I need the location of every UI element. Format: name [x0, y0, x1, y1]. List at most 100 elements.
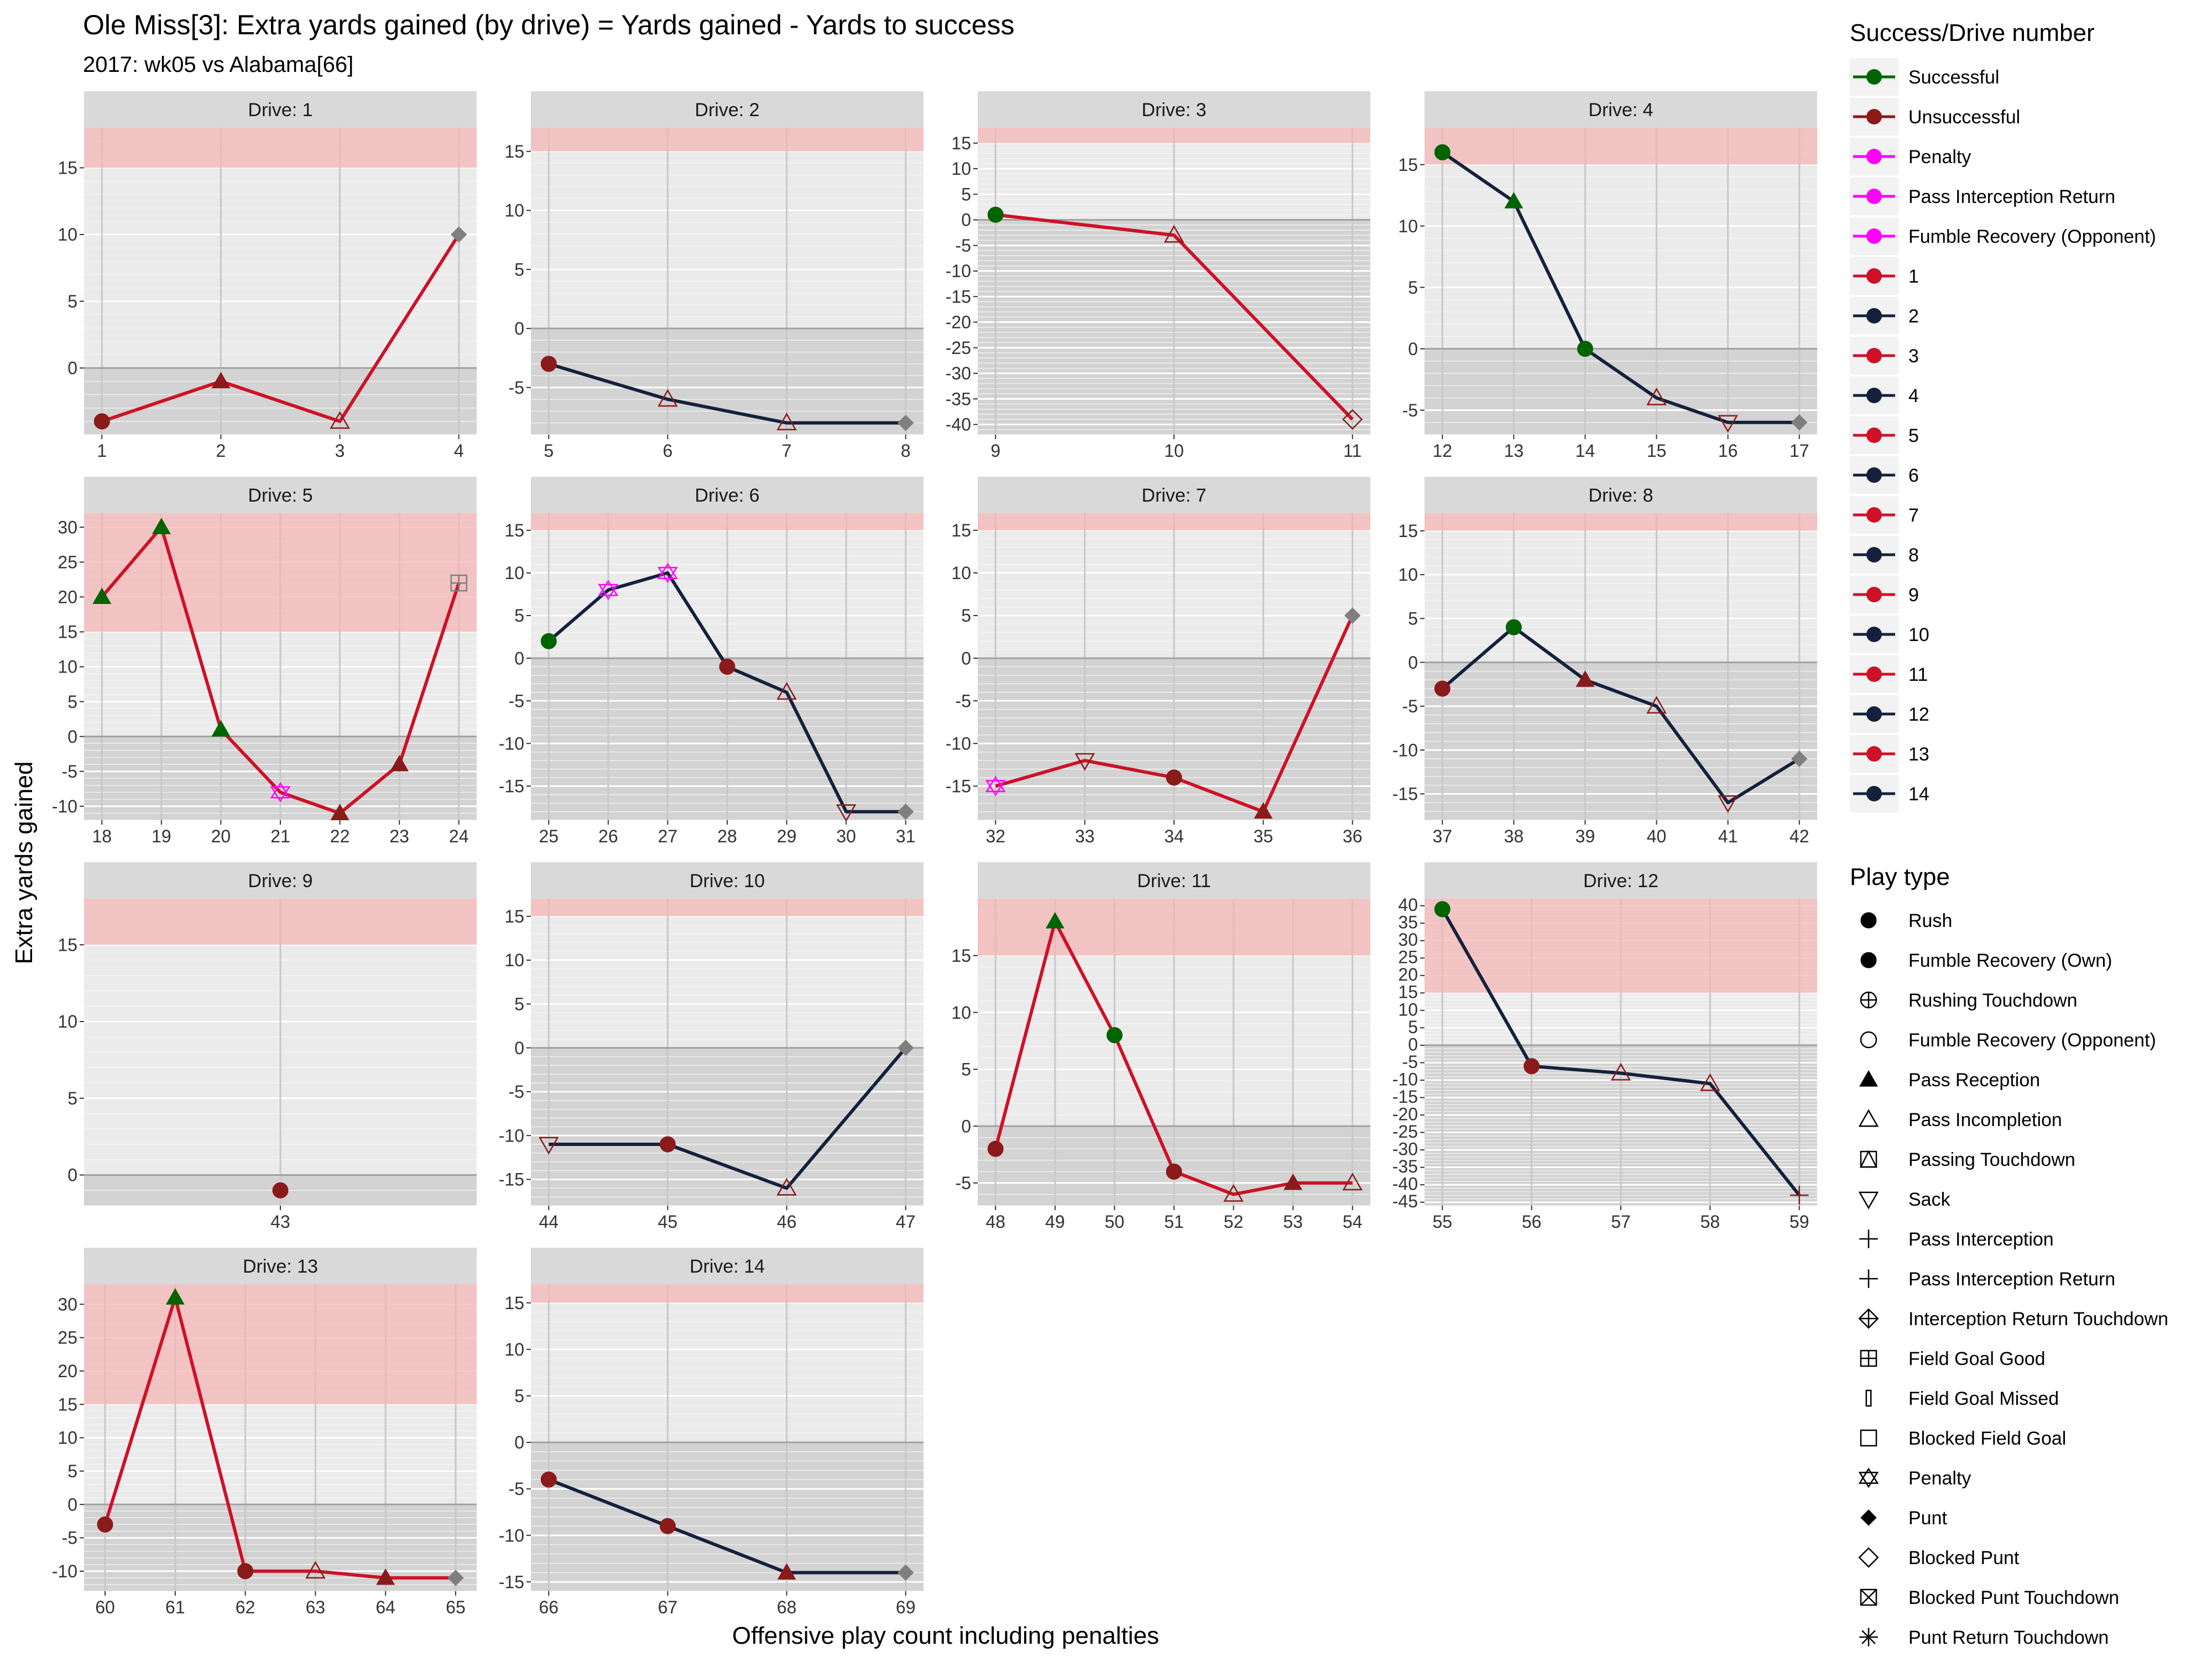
- y-tick-label: -5: [62, 762, 77, 781]
- y-tick-label: 5: [514, 994, 524, 1014]
- data-point-play-60: [97, 1516, 113, 1533]
- data-point-play-50: [1106, 1027, 1123, 1044]
- data-point-play-8: [898, 414, 914, 431]
- x-tick-label: 40: [1647, 826, 1667, 846]
- y-tick-label: 5: [1408, 608, 1418, 628]
- legend-key-point: [1866, 308, 1882, 324]
- y-tick-label: 0: [514, 319, 524, 338]
- success-band: [531, 128, 924, 152]
- y-tick-label: -45: [1392, 1191, 1418, 1211]
- y-tick-label: 0: [514, 1038, 524, 1058]
- legend-play-item: Field Goal Missed: [1865, 1388, 2059, 1409]
- success-band: [84, 128, 477, 168]
- data-point-play-22: [330, 804, 349, 820]
- y-tick-label: -10: [52, 796, 77, 816]
- y-tick-label: 10: [58, 225, 77, 244]
- plot-area: [84, 899, 477, 1206]
- x-tick-label: 21: [270, 826, 290, 846]
- x-tick-label: 15: [1647, 441, 1667, 461]
- y-tick-label: 10: [58, 1012, 77, 1031]
- y-tick-label: 10: [1398, 565, 1418, 585]
- legend-play-icon-triangle: [1859, 1070, 1878, 1087]
- y-tick-label: 5: [514, 606, 524, 626]
- legend-key-point: [1866, 627, 1882, 642]
- x-tick-label: 43: [270, 1212, 290, 1232]
- facet-panel-drive-4: Drive: 4 -5 0 5 10 15 12 13 14 15 16 17: [1398, 91, 1817, 461]
- legend-play-icon-triangleopen: [1858, 1109, 1879, 1127]
- legend-play-item: Penalty: [1858, 1467, 1971, 1489]
- legend-play-item: Field Goal Good: [1860, 1348, 2046, 1369]
- legend-success-label: 12: [1908, 704, 1929, 725]
- facet-panel-drive-14: Drive: 14 -15 -10 -5 0 5 10 15 66 67 68 69: [499, 1248, 924, 1617]
- facet-panel-drive-13: Drive: 13 -10 -5 0 5 10 15 20 25 30 60 61 62 63 64 65: [52, 1248, 477, 1617]
- y-tick-label: 25: [58, 1328, 77, 1348]
- data-point-play-20: [211, 720, 231, 737]
- legend-play-icon-triangledown: [1858, 1191, 1879, 1210]
- success-band: [531, 513, 924, 530]
- legend-play-item: Pass Reception: [1859, 1070, 2040, 1091]
- y-tick-label: 10: [58, 657, 77, 677]
- legend-key-point: [1866, 467, 1882, 483]
- legend-play-item: Passing Touchdown: [1859, 1149, 2075, 1170]
- y-tick-label: 10: [1398, 999, 1418, 1019]
- data-point-play-23: [390, 754, 409, 772]
- y-tick-label: -15: [946, 777, 971, 796]
- legend-play-item: Blocked Punt: [1858, 1547, 2020, 1569]
- y-tick-label: -25: [946, 338, 971, 358]
- legend-key-point: [1866, 666, 1882, 682]
- facet-panel-drive-11: Drive: 11 -5 0 5 10 15 48 49 50 51 52 53 54: [951, 862, 1370, 1232]
- data-point-play-59: [1790, 1186, 1809, 1205]
- legend-key-point: [1866, 428, 1882, 443]
- x-tick-label: 12: [1432, 441, 1452, 461]
- y-tick-label: -5: [509, 1082, 524, 1102]
- y-tick-label: 15: [1398, 521, 1418, 541]
- data-point-play-30: [836, 804, 857, 820]
- x-tick-label: 13: [1504, 441, 1524, 461]
- success-band: [978, 513, 1370, 530]
- legend-key-point: [1866, 149, 1882, 164]
- data-point-play-61: [165, 1288, 185, 1305]
- legend-success-item: 10: [1850, 616, 1929, 653]
- y-tick-label: 0: [961, 210, 971, 230]
- legend-success-item: 13: [1850, 735, 1929, 773]
- data-point-play-38: [1505, 619, 1522, 635]
- facet-strip: [84, 1248, 477, 1284]
- data-point-play-13: [1504, 192, 1524, 209]
- y-tick-label: 10: [504, 201, 524, 221]
- y-tick-label: -40: [1392, 1174, 1418, 1194]
- y-tick-label: 0: [67, 1165, 77, 1185]
- y-tick-label: 15: [504, 520, 524, 540]
- x-axis-title: Offensive play count including penalties: [732, 1622, 1159, 1649]
- y-tick-label: 0: [961, 1116, 971, 1136]
- legend-success-item: Unsuccessful: [1850, 98, 2020, 136]
- legend-success-item: 4: [1850, 377, 1919, 414]
- x-tick-label: 30: [836, 826, 856, 846]
- facet-strip-label: Drive: 14: [690, 1256, 765, 1277]
- drive-line: [103, 1296, 456, 1580]
- legend-play-label: Passing Touchdown: [1908, 1149, 2075, 1170]
- x-tick-label: 58: [1700, 1212, 1720, 1232]
- data-point-play-7: [776, 413, 797, 430]
- legend-play-icon-asterisk: [1859, 1628, 1878, 1647]
- legend-key-point: [1866, 348, 1882, 363]
- legend-success-label: 9: [1908, 585, 1919, 606]
- data-point-play-29: [776, 682, 797, 700]
- legend-play-label: Punt: [1908, 1508, 1947, 1529]
- drive-line: [995, 213, 1354, 421]
- facet-strip-label: Drive: 4: [1588, 100, 1653, 121]
- x-tick-label: 22: [330, 826, 350, 846]
- facet-panel-drive-2: Drive: 2 -5 0 5 10 15 5 6 7 8: [504, 91, 924, 461]
- y-tick-label: 20: [58, 587, 77, 607]
- y-tick-label: -10: [946, 261, 971, 281]
- legend-success-item: Successful: [1850, 58, 1999, 96]
- y-tick-label: -10: [1392, 740, 1418, 760]
- y-tick-label: 0: [67, 1494, 77, 1514]
- x-tick-label: 63: [306, 1597, 326, 1617]
- plot-area: [84, 513, 477, 820]
- x-tick-label: 41: [1718, 826, 1738, 846]
- y-tick-label: -5: [1402, 696, 1418, 716]
- data-point-play-3: [330, 411, 350, 429]
- x-tick-label: 19: [152, 826, 171, 846]
- x-tick-label: 61: [165, 1597, 185, 1617]
- legend-play-item: Punt Return Touchdown: [1859, 1627, 2109, 1648]
